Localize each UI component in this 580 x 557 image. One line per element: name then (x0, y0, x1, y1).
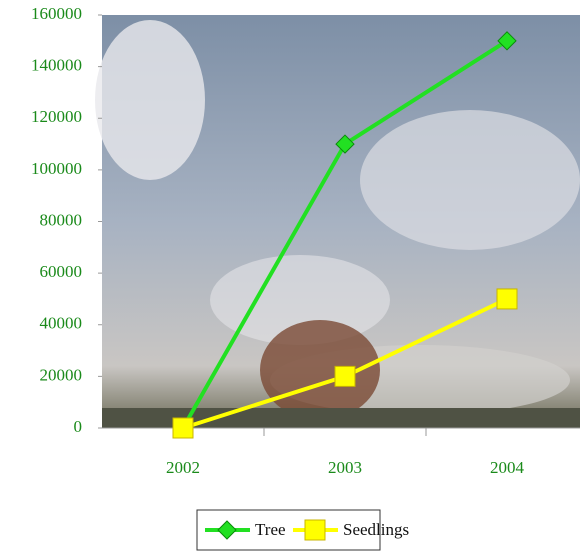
y-tick-label: 0 (74, 417, 83, 436)
legend: Tree Seedlings (196, 509, 409, 551)
legend-label: Tree (255, 520, 286, 539)
y-tick-label: 40000 (40, 314, 83, 333)
x-tick-label: 2004 (490, 458, 525, 477)
legend-marker (304, 519, 326, 541)
y-tick-label: 160000 (31, 4, 82, 23)
marker (497, 31, 517, 51)
x-tick-label: 2003 (328, 458, 362, 477)
marker (172, 417, 194, 439)
marker (335, 134, 355, 154)
y-tick-label: 20000 (40, 365, 83, 384)
y-tick-label: 120000 (31, 107, 82, 126)
y-tick-label: 140000 (31, 56, 82, 75)
plot-background (95, 15, 580, 428)
y-tick-label: 100000 (31, 159, 82, 178)
y-tick-label: 60000 (40, 262, 83, 281)
x-tick-label: 2002 (166, 458, 200, 477)
legend-label: Seedlings (343, 520, 409, 539)
y-tick-label: 80000 (40, 210, 83, 229)
marker (334, 365, 356, 387)
legend-marker (217, 520, 237, 540)
marker (496, 288, 518, 310)
